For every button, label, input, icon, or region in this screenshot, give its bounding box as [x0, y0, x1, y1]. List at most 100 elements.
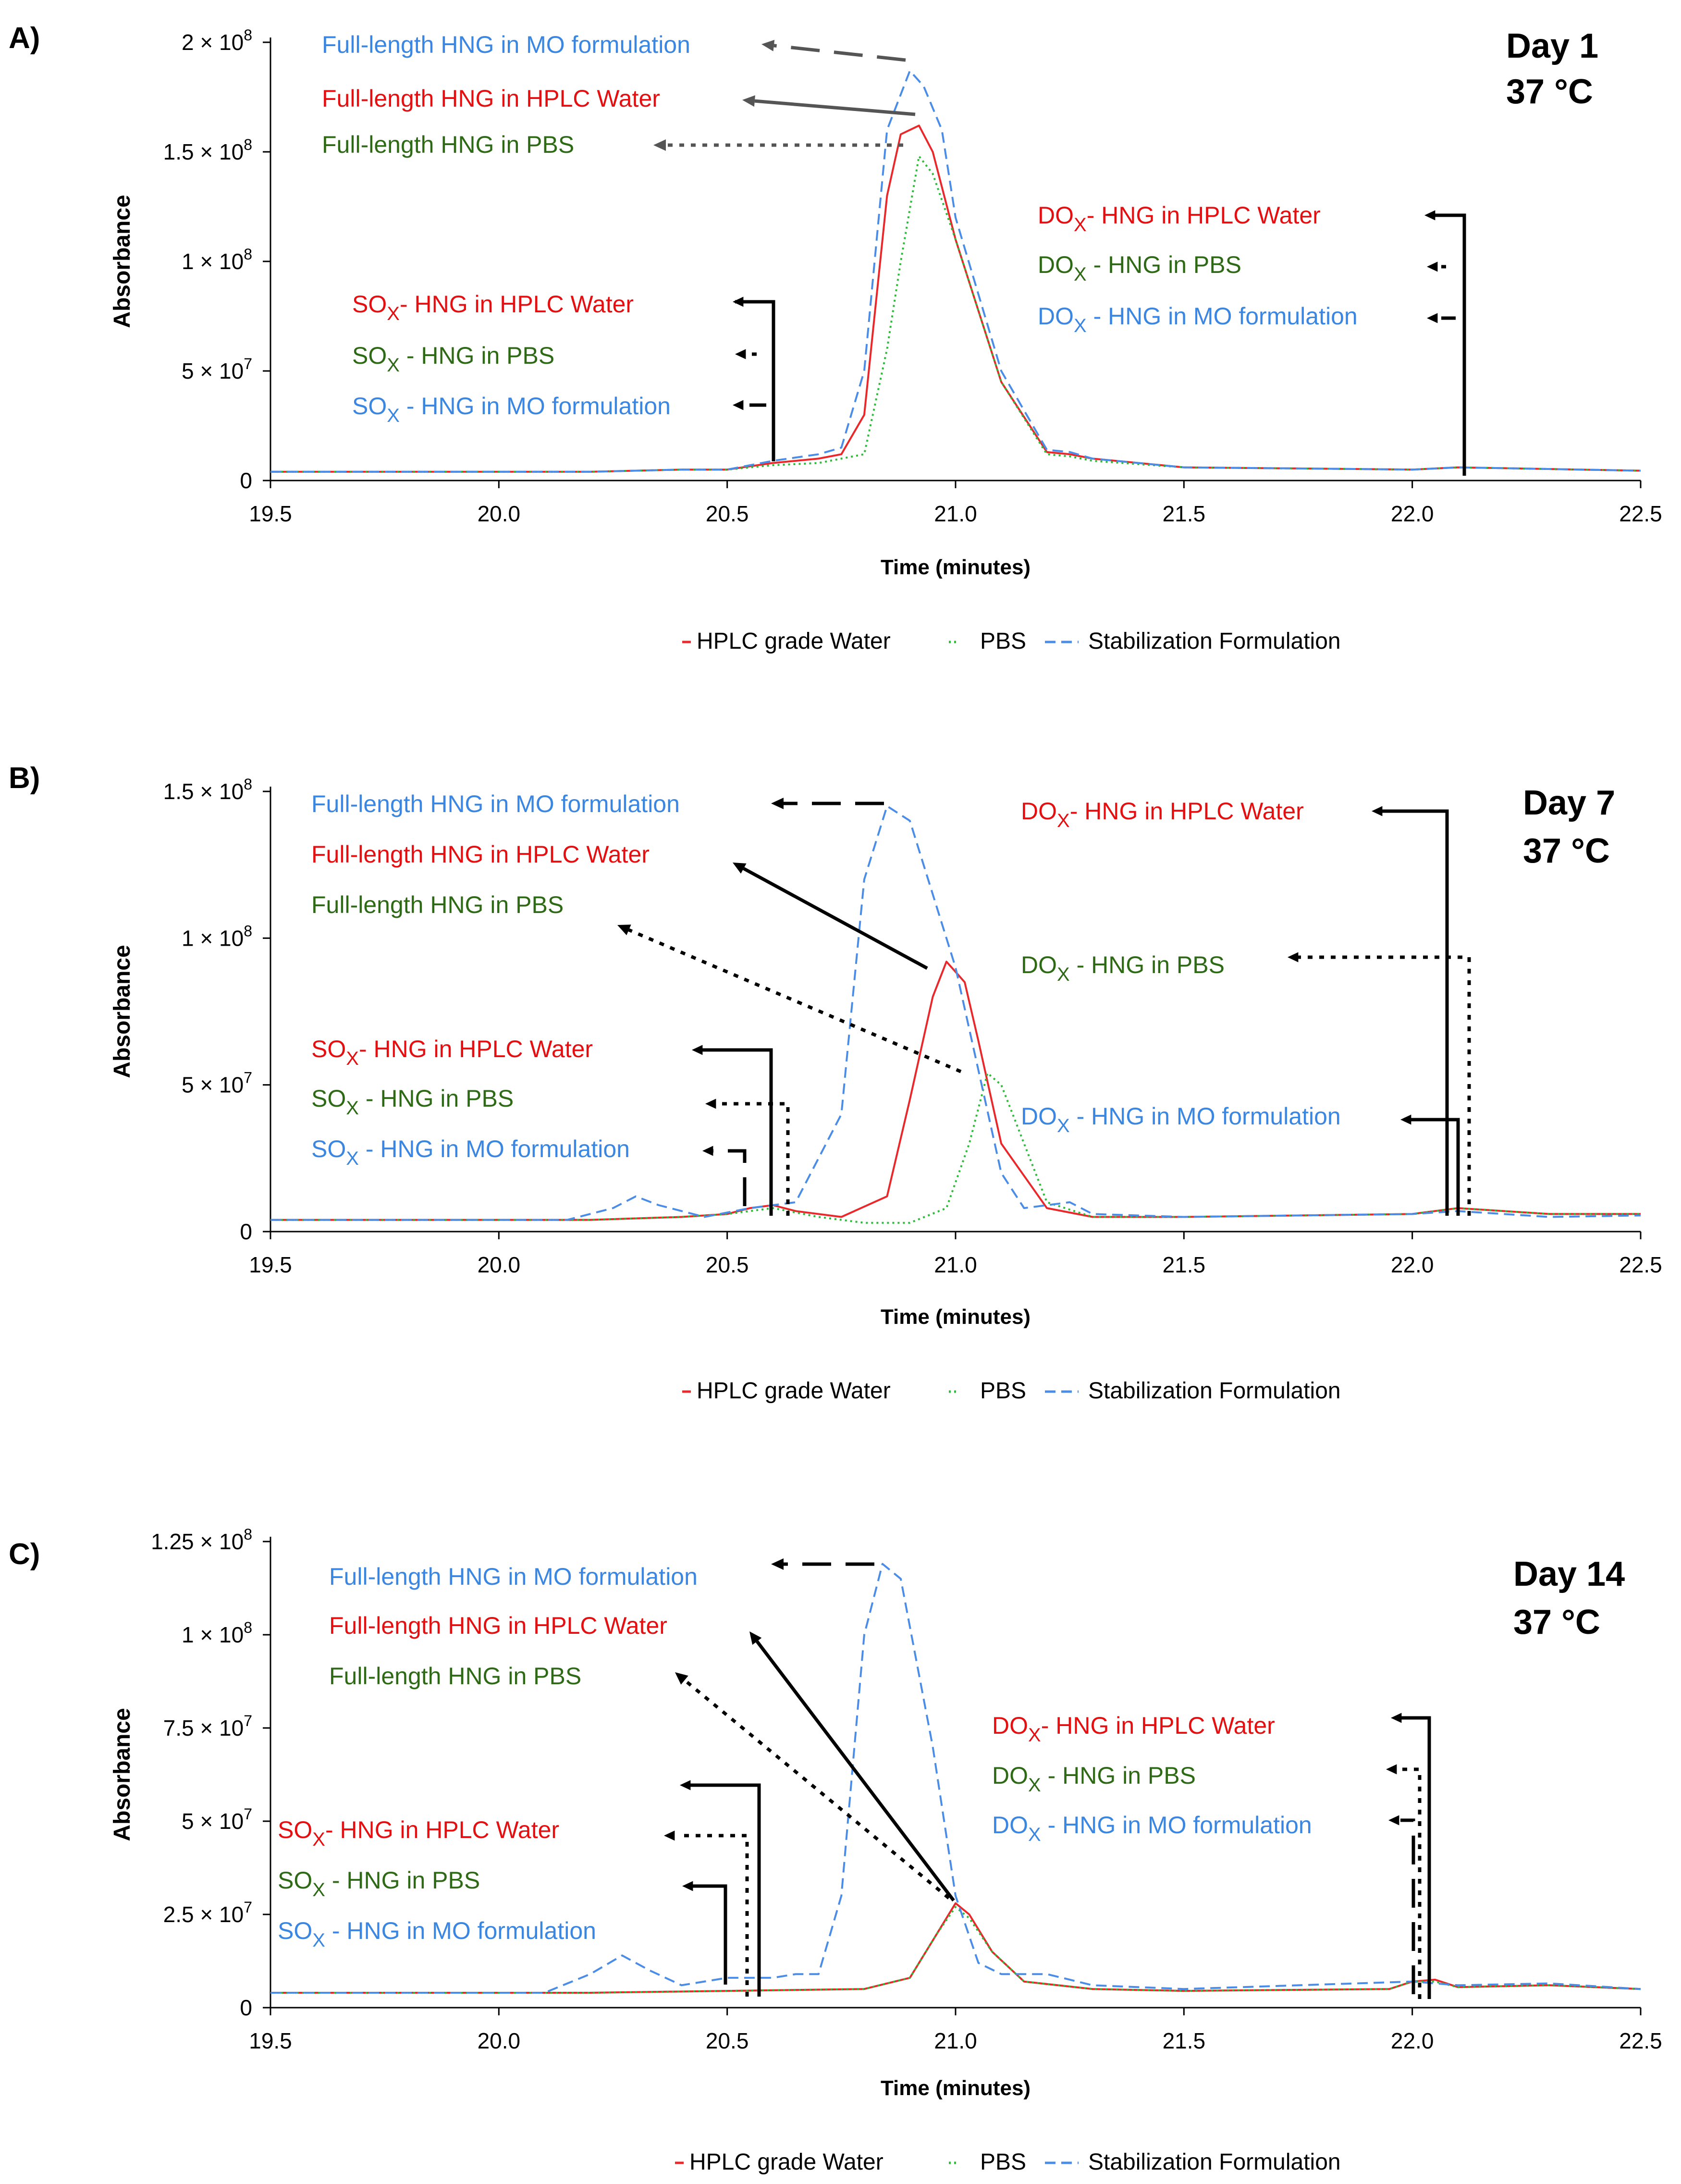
arrow-head: [692, 1045, 703, 1055]
arrow-head: [675, 1672, 688, 1685]
y-tick-exponent: 7: [244, 1805, 252, 1823]
arrow-head: [1372, 806, 1383, 816]
annotation-label: SOX - HNG in MO formulation: [278, 1917, 596, 1951]
annotation-text: - HNG in PBS: [1087, 251, 1241, 278]
annotation-arrow: [1410, 1118, 1460, 1216]
annotation-label: Full-length HNG in PBS: [322, 131, 574, 158]
annotation-arrow: [1400, 1818, 1415, 1994]
x-tick-label: 21.0: [934, 2028, 977, 2053]
y-tick-label: 0: [240, 1995, 252, 2020]
annotation-text: - HNG in MO formulation: [325, 1917, 596, 1944]
annotation-arrow: [773, 44, 906, 62]
arrow-head: [702, 1146, 713, 1156]
arrow-head: [1427, 261, 1438, 272]
annotation-arrow: [1295, 955, 1471, 1216]
annotation-arrow: [687, 1783, 761, 1997]
annotation-text: - HNG in PBS: [400, 342, 554, 369]
annotation-arrow: [743, 867, 928, 970]
annotation-subscript: X: [1074, 214, 1087, 235]
annotation-label: DOX - HNG in PBS: [992, 1762, 1196, 1796]
annotation-species: DO: [1021, 951, 1057, 978]
day-label: Day 14: [1513, 1555, 1625, 1593]
y-tick-mantissa: 0: [240, 468, 252, 493]
arrow-head: [735, 349, 746, 359]
x-tick-label: 20.0: [478, 1252, 521, 1277]
annotation-label: DOX - HNG in MO formulation: [1021, 1103, 1341, 1136]
arrow-head: [680, 1780, 691, 1790]
arrow-head: [1427, 313, 1438, 323]
annotation-subscript: X: [1057, 810, 1070, 831]
annotation-arrow: [709, 1149, 747, 1206]
annotation-species: SO: [278, 1917, 312, 1944]
annotation-subscript: X: [1028, 1824, 1041, 1845]
y-tick-label: 1.5 × 108: [163, 136, 252, 164]
x-tick-label: 19.5: [249, 2028, 292, 2053]
annotation-label: Full-length HNG in MO formulation: [311, 790, 680, 817]
arrow-head: [664, 1830, 675, 1841]
y-tick-label: 1 × 108: [182, 246, 252, 274]
y-tick-label: 2 × 108: [182, 26, 252, 55]
annotation-arrow: [1429, 213, 1466, 476]
annotation-arrow: [1398, 1767, 1422, 1999]
y-tick-label: 0: [240, 468, 252, 493]
annotation-subscript: X: [312, 1930, 325, 1951]
y-tick-label: 0: [240, 1219, 252, 1244]
arrow-head: [771, 798, 784, 809]
y-tick-mantissa: 1 × 10: [182, 925, 244, 950]
y-axis-label: Absorbance: [110, 195, 135, 328]
x-tick-label: 22.0: [1391, 501, 1434, 526]
x-tick-label: 19.5: [249, 1252, 292, 1277]
annotation-label: DOX - HNG in PBS: [1021, 951, 1225, 985]
series-line-mo: [270, 805, 1641, 1221]
y-tick-mantissa: 5 × 10: [182, 1809, 244, 1834]
annotation-text: - HNG in PBS: [359, 1085, 514, 1112]
y-tick-label: 2.5 × 107: [163, 1899, 252, 1927]
y-axis-label: Absorbance: [110, 945, 135, 1078]
annotation-subscript: X: [387, 303, 400, 324]
series-line-pbs: [270, 155, 1641, 473]
x-tick-label: 21.5: [1163, 2028, 1206, 2053]
arrow-head: [617, 925, 631, 936]
annotation-subscript: X: [1057, 964, 1070, 985]
arrow-head: [1400, 1114, 1411, 1125]
arrow-head: [1288, 952, 1299, 962]
y-tick-exponent: 8: [244, 922, 252, 939]
annotation-subscript: X: [1028, 1775, 1041, 1796]
annotation-label: Full-length HNG in HPLC Water: [322, 85, 660, 112]
x-tick-label: 22.5: [1619, 2028, 1662, 2053]
y-tick-label: 7.5 × 107: [163, 1712, 252, 1740]
annotation-species: SO: [278, 1816, 312, 1843]
annotation-species: DO: [1038, 303, 1074, 330]
annotation-species: SO: [352, 291, 387, 318]
annotation-species: DO: [992, 1812, 1028, 1839]
annotation-label: Full-length HNG in HPLC Water: [329, 1612, 667, 1639]
y-tick-exponent: 8: [244, 246, 252, 263]
y-tick-exponent: 7: [244, 1712, 252, 1729]
x-tick-label: 21.5: [1163, 1252, 1206, 1277]
annotation-arrow: [699, 1048, 773, 1216]
annotation-subscript: X: [387, 405, 400, 426]
legend-label: PBS: [980, 1378, 1026, 1404]
annotation-subscript: X: [1028, 1725, 1041, 1746]
arrow-head: [705, 1098, 716, 1109]
y-tick-mantissa: 2.5 × 10: [163, 1902, 244, 1927]
y-tick-exponent: 8: [244, 776, 252, 793]
annotation-species: SO: [311, 1135, 346, 1162]
annotation-subscript: X: [346, 1098, 359, 1119]
annotation-label: SOX- HNG in HPLC Water: [352, 291, 634, 324]
y-tick-mantissa: 1 × 10: [182, 249, 244, 274]
temperature-label: 37 °C: [1506, 73, 1593, 111]
temperature-label: 37 °C: [1513, 1603, 1600, 1641]
annotation-species: DO: [992, 1762, 1028, 1789]
annotation-label: Full-length HNG in PBS: [329, 1663, 581, 1690]
legend-label: PBS: [980, 2149, 1026, 2175]
arrow-head: [771, 1558, 784, 1570]
annotation-label: DOX- HNG in HPLC Water: [1021, 798, 1304, 831]
annotation-species: DO: [992, 1712, 1028, 1739]
y-tick-mantissa: 1.25 × 10: [151, 1529, 244, 1554]
legend-label: Stabilization Formulation: [1088, 629, 1341, 654]
arrow-head: [682, 1881, 693, 1891]
annotation-label: SOX- HNG in HPLC Water: [311, 1036, 593, 1069]
y-tick-label: 5 × 107: [182, 355, 252, 383]
annotation-species: SO: [278, 1867, 312, 1894]
